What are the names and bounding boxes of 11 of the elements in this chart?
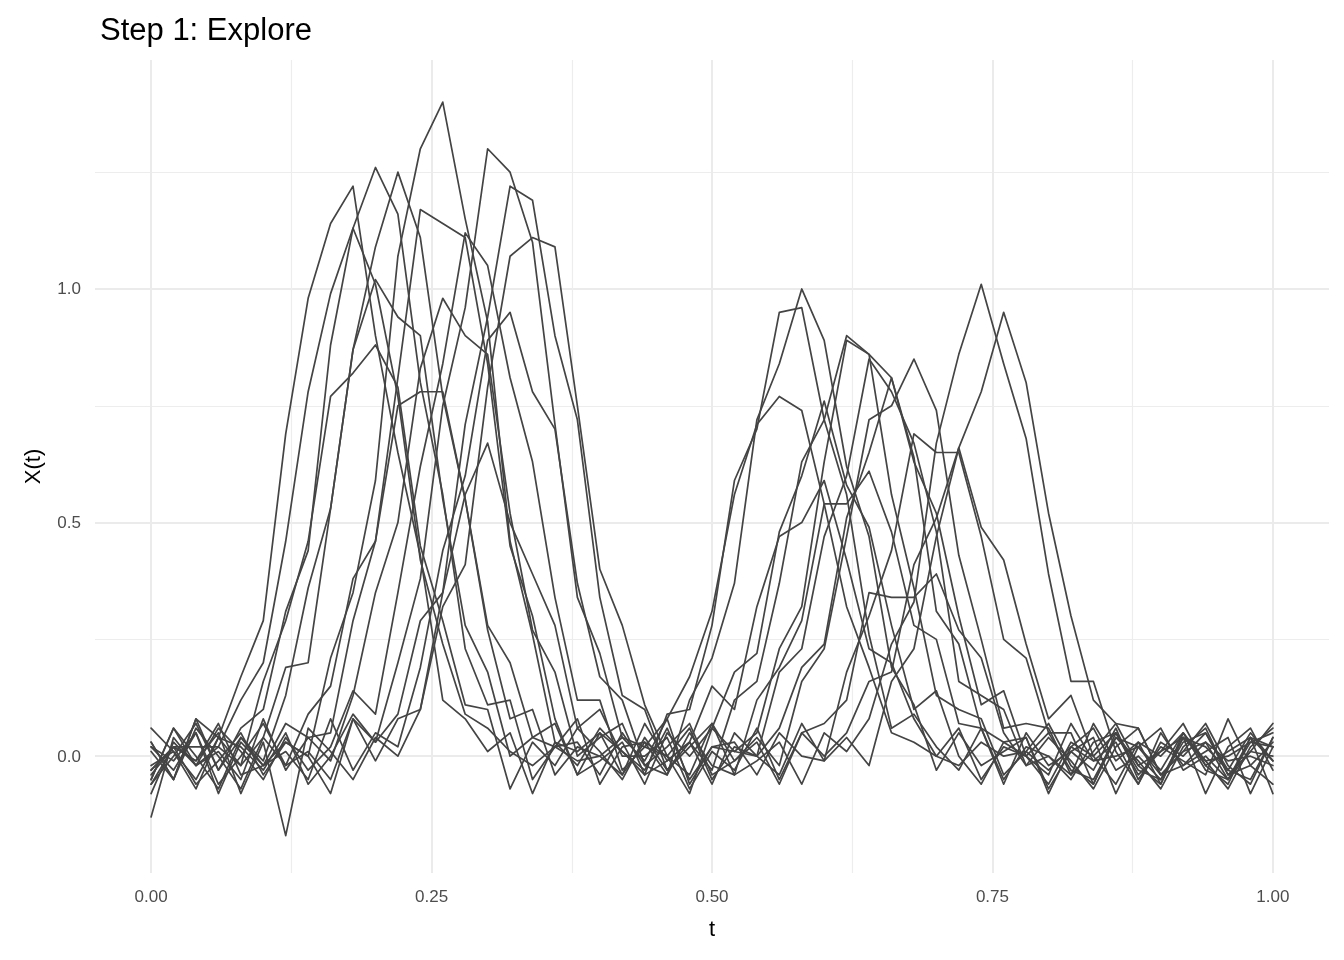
x-tick-label: 0.25 [415, 887, 449, 906]
x-axis-title: t [708, 915, 716, 941]
y-tick-label: 0.0 [57, 746, 81, 766]
y-tick-label: 0.5 [57, 513, 81, 533]
y-tick-label: 1.0 [57, 279, 81, 299]
chart-title: Step 1: Explore [100, 12, 312, 47]
x-tick-label: 0.00 [134, 887, 168, 906]
x-tick-label: 0.75 [975, 887, 1009, 906]
x-tick-label: 1.00 [1256, 887, 1290, 906]
x-tick-label: 0.50 [695, 887, 729, 906]
y-axis-title: X(t) [19, 448, 45, 485]
